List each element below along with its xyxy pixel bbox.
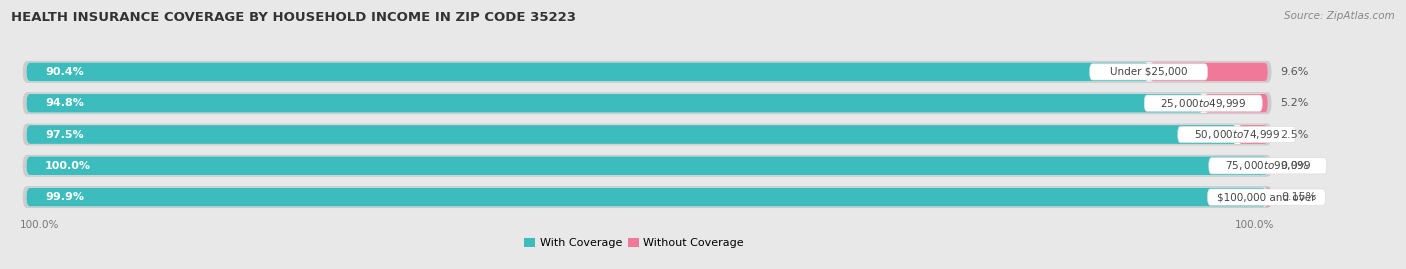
Text: 100.0%: 100.0% bbox=[20, 220, 59, 230]
Text: 0.15%: 0.15% bbox=[1281, 192, 1316, 202]
FancyBboxPatch shape bbox=[1239, 125, 1268, 144]
Legend: With Coverage, Without Coverage: With Coverage, Without Coverage bbox=[520, 233, 748, 253]
Text: $25,000 to $49,999: $25,000 to $49,999 bbox=[1160, 97, 1246, 110]
Text: HEALTH INSURANCE COVERAGE BY HOUSEHOLD INCOME IN ZIP CODE 35223: HEALTH INSURANCE COVERAGE BY HOUSEHOLD I… bbox=[11, 11, 576, 24]
FancyBboxPatch shape bbox=[27, 188, 1267, 207]
FancyBboxPatch shape bbox=[1144, 95, 1263, 111]
FancyBboxPatch shape bbox=[27, 125, 1237, 144]
FancyBboxPatch shape bbox=[1178, 126, 1296, 143]
FancyBboxPatch shape bbox=[27, 62, 1149, 81]
FancyBboxPatch shape bbox=[1208, 189, 1326, 205]
FancyBboxPatch shape bbox=[27, 94, 1268, 113]
FancyBboxPatch shape bbox=[27, 156, 1268, 175]
Text: 5.2%: 5.2% bbox=[1281, 98, 1309, 108]
Text: 9.6%: 9.6% bbox=[1281, 67, 1309, 77]
FancyBboxPatch shape bbox=[1090, 64, 1208, 80]
Text: 100.0%: 100.0% bbox=[45, 161, 91, 171]
FancyBboxPatch shape bbox=[22, 61, 1271, 83]
FancyBboxPatch shape bbox=[22, 155, 1271, 177]
FancyBboxPatch shape bbox=[1205, 94, 1268, 113]
FancyBboxPatch shape bbox=[27, 156, 1268, 175]
Text: 97.5%: 97.5% bbox=[45, 129, 84, 140]
FancyBboxPatch shape bbox=[1150, 62, 1268, 81]
FancyBboxPatch shape bbox=[1209, 158, 1327, 174]
Text: 94.8%: 94.8% bbox=[45, 98, 84, 108]
Text: Source: ZipAtlas.com: Source: ZipAtlas.com bbox=[1284, 11, 1395, 21]
Text: $75,000 to $99,999: $75,000 to $99,999 bbox=[1225, 159, 1310, 172]
Text: 99.9%: 99.9% bbox=[45, 192, 84, 202]
Text: 0.0%: 0.0% bbox=[1281, 161, 1309, 171]
Text: Under $25,000: Under $25,000 bbox=[1109, 67, 1188, 77]
FancyBboxPatch shape bbox=[22, 186, 1271, 208]
FancyBboxPatch shape bbox=[22, 92, 1271, 114]
FancyBboxPatch shape bbox=[1265, 188, 1271, 207]
Text: 90.4%: 90.4% bbox=[45, 67, 84, 77]
FancyBboxPatch shape bbox=[27, 62, 1268, 82]
Text: $50,000 to $74,999: $50,000 to $74,999 bbox=[1194, 128, 1279, 141]
FancyBboxPatch shape bbox=[27, 187, 1268, 207]
Text: 100.0%: 100.0% bbox=[1234, 220, 1274, 230]
Text: $100,000 and over: $100,000 and over bbox=[1218, 192, 1316, 202]
FancyBboxPatch shape bbox=[27, 94, 1204, 113]
Text: 2.5%: 2.5% bbox=[1281, 129, 1309, 140]
FancyBboxPatch shape bbox=[22, 123, 1271, 146]
FancyBboxPatch shape bbox=[27, 125, 1268, 144]
